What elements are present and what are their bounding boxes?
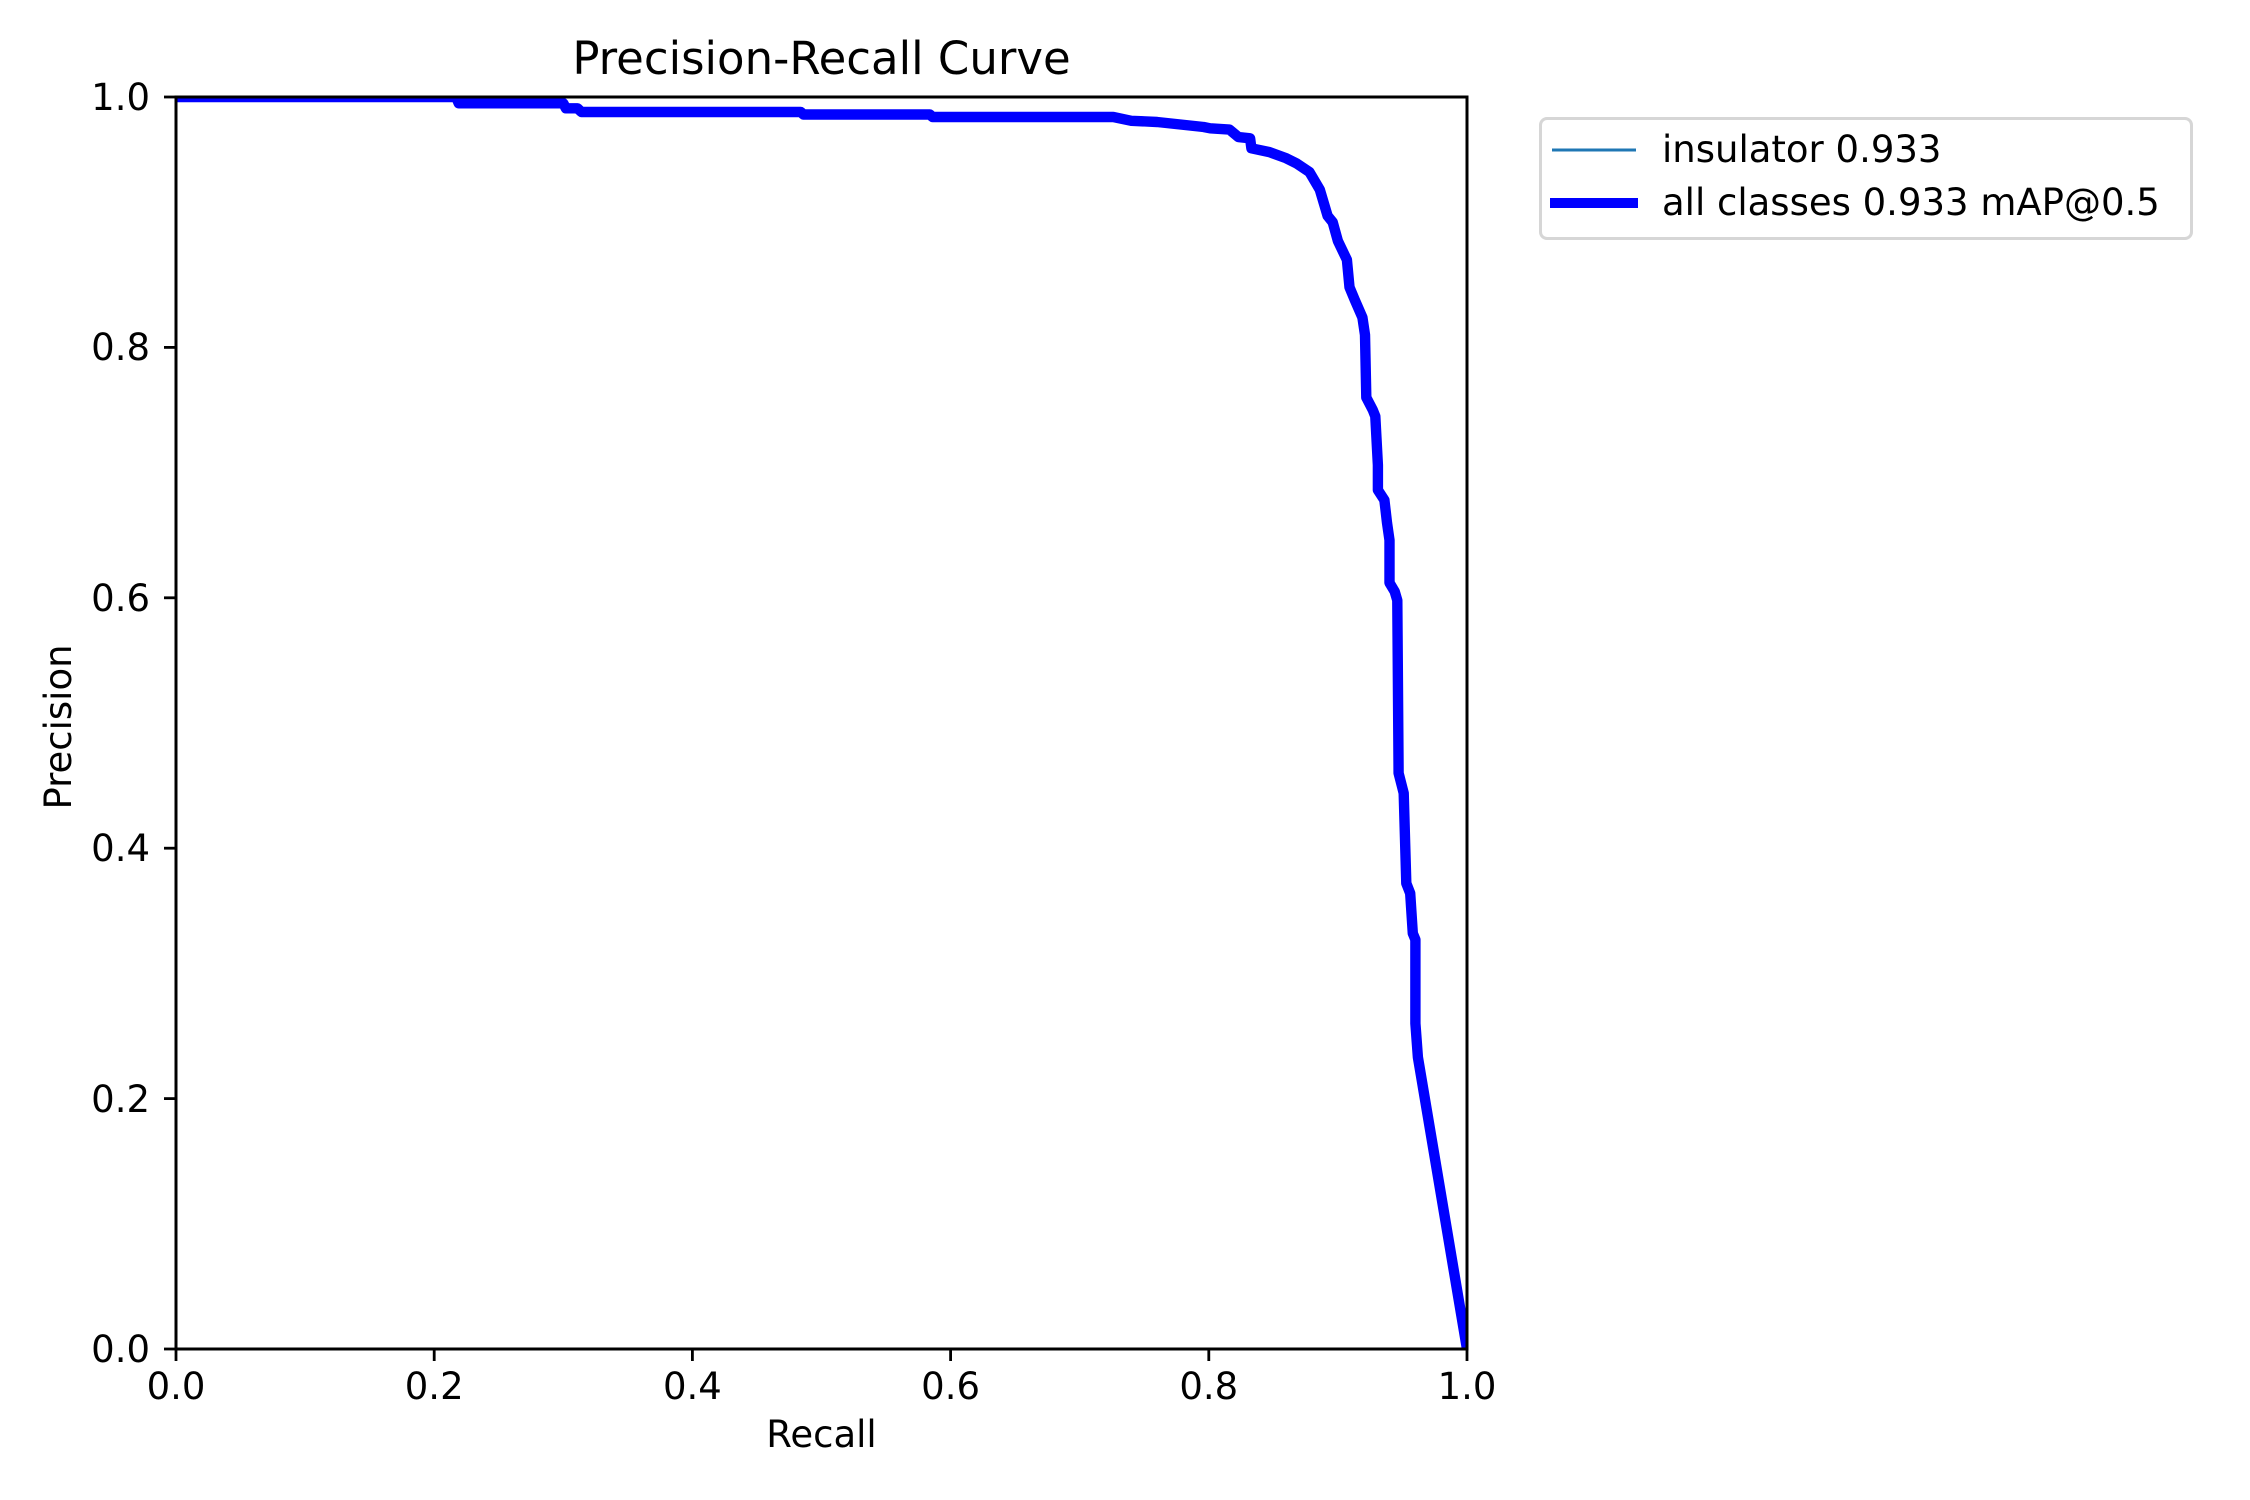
legend-item-all-classes: all classes 0.933 mAP@0.5 (1542, 178, 2190, 228)
legend-item-insulator: insulator 0.933 (1542, 125, 2190, 175)
legend-label: insulator 0.933 (1662, 128, 1942, 171)
y-tick-label: 1.0 (91, 76, 150, 119)
legend-label: all classes 0.933 mAP@0.5 (1662, 181, 2160, 224)
y-tick-label: 0.6 (91, 576, 150, 620)
x-tick-label: 0.0 (146, 1365, 206, 1408)
y-tick-label: 0.4 (91, 827, 150, 871)
y-axis-label: Precision (37, 644, 80, 810)
chart-title: Precision-Recall Curve (572, 32, 1071, 85)
y-tick-label: 0.0 (91, 1328, 150, 1371)
x-axis-label: Recall (766, 1413, 877, 1456)
legend: insulator 0.933 all classes 0.933 mAP@0.… (1539, 117, 2193, 240)
legend-line-icon (1552, 148, 1636, 152)
x-tick-label: 0.4 (662, 1365, 722, 1408)
series-layer (176, 97, 1467, 1349)
x-tick-label: 0.8 (1179, 1365, 1239, 1408)
axes-frame (174, 95, 1469, 1351)
y-tick-label: 0.2 (91, 1077, 150, 1121)
series-line (176, 97, 1467, 1349)
x-tick-marks (174, 1349, 1469, 1361)
y-tick-label: 0.8 (91, 326, 150, 370)
x-tick-label: 0.6 (921, 1365, 981, 1408)
x-tick-label: 1.0 (1437, 1365, 1497, 1408)
legend-line-icon (1550, 198, 1638, 208)
x-tick-label: 0.2 (404, 1365, 464, 1408)
series-line (176, 97, 1467, 1349)
y-tick-marks (164, 95, 176, 1351)
